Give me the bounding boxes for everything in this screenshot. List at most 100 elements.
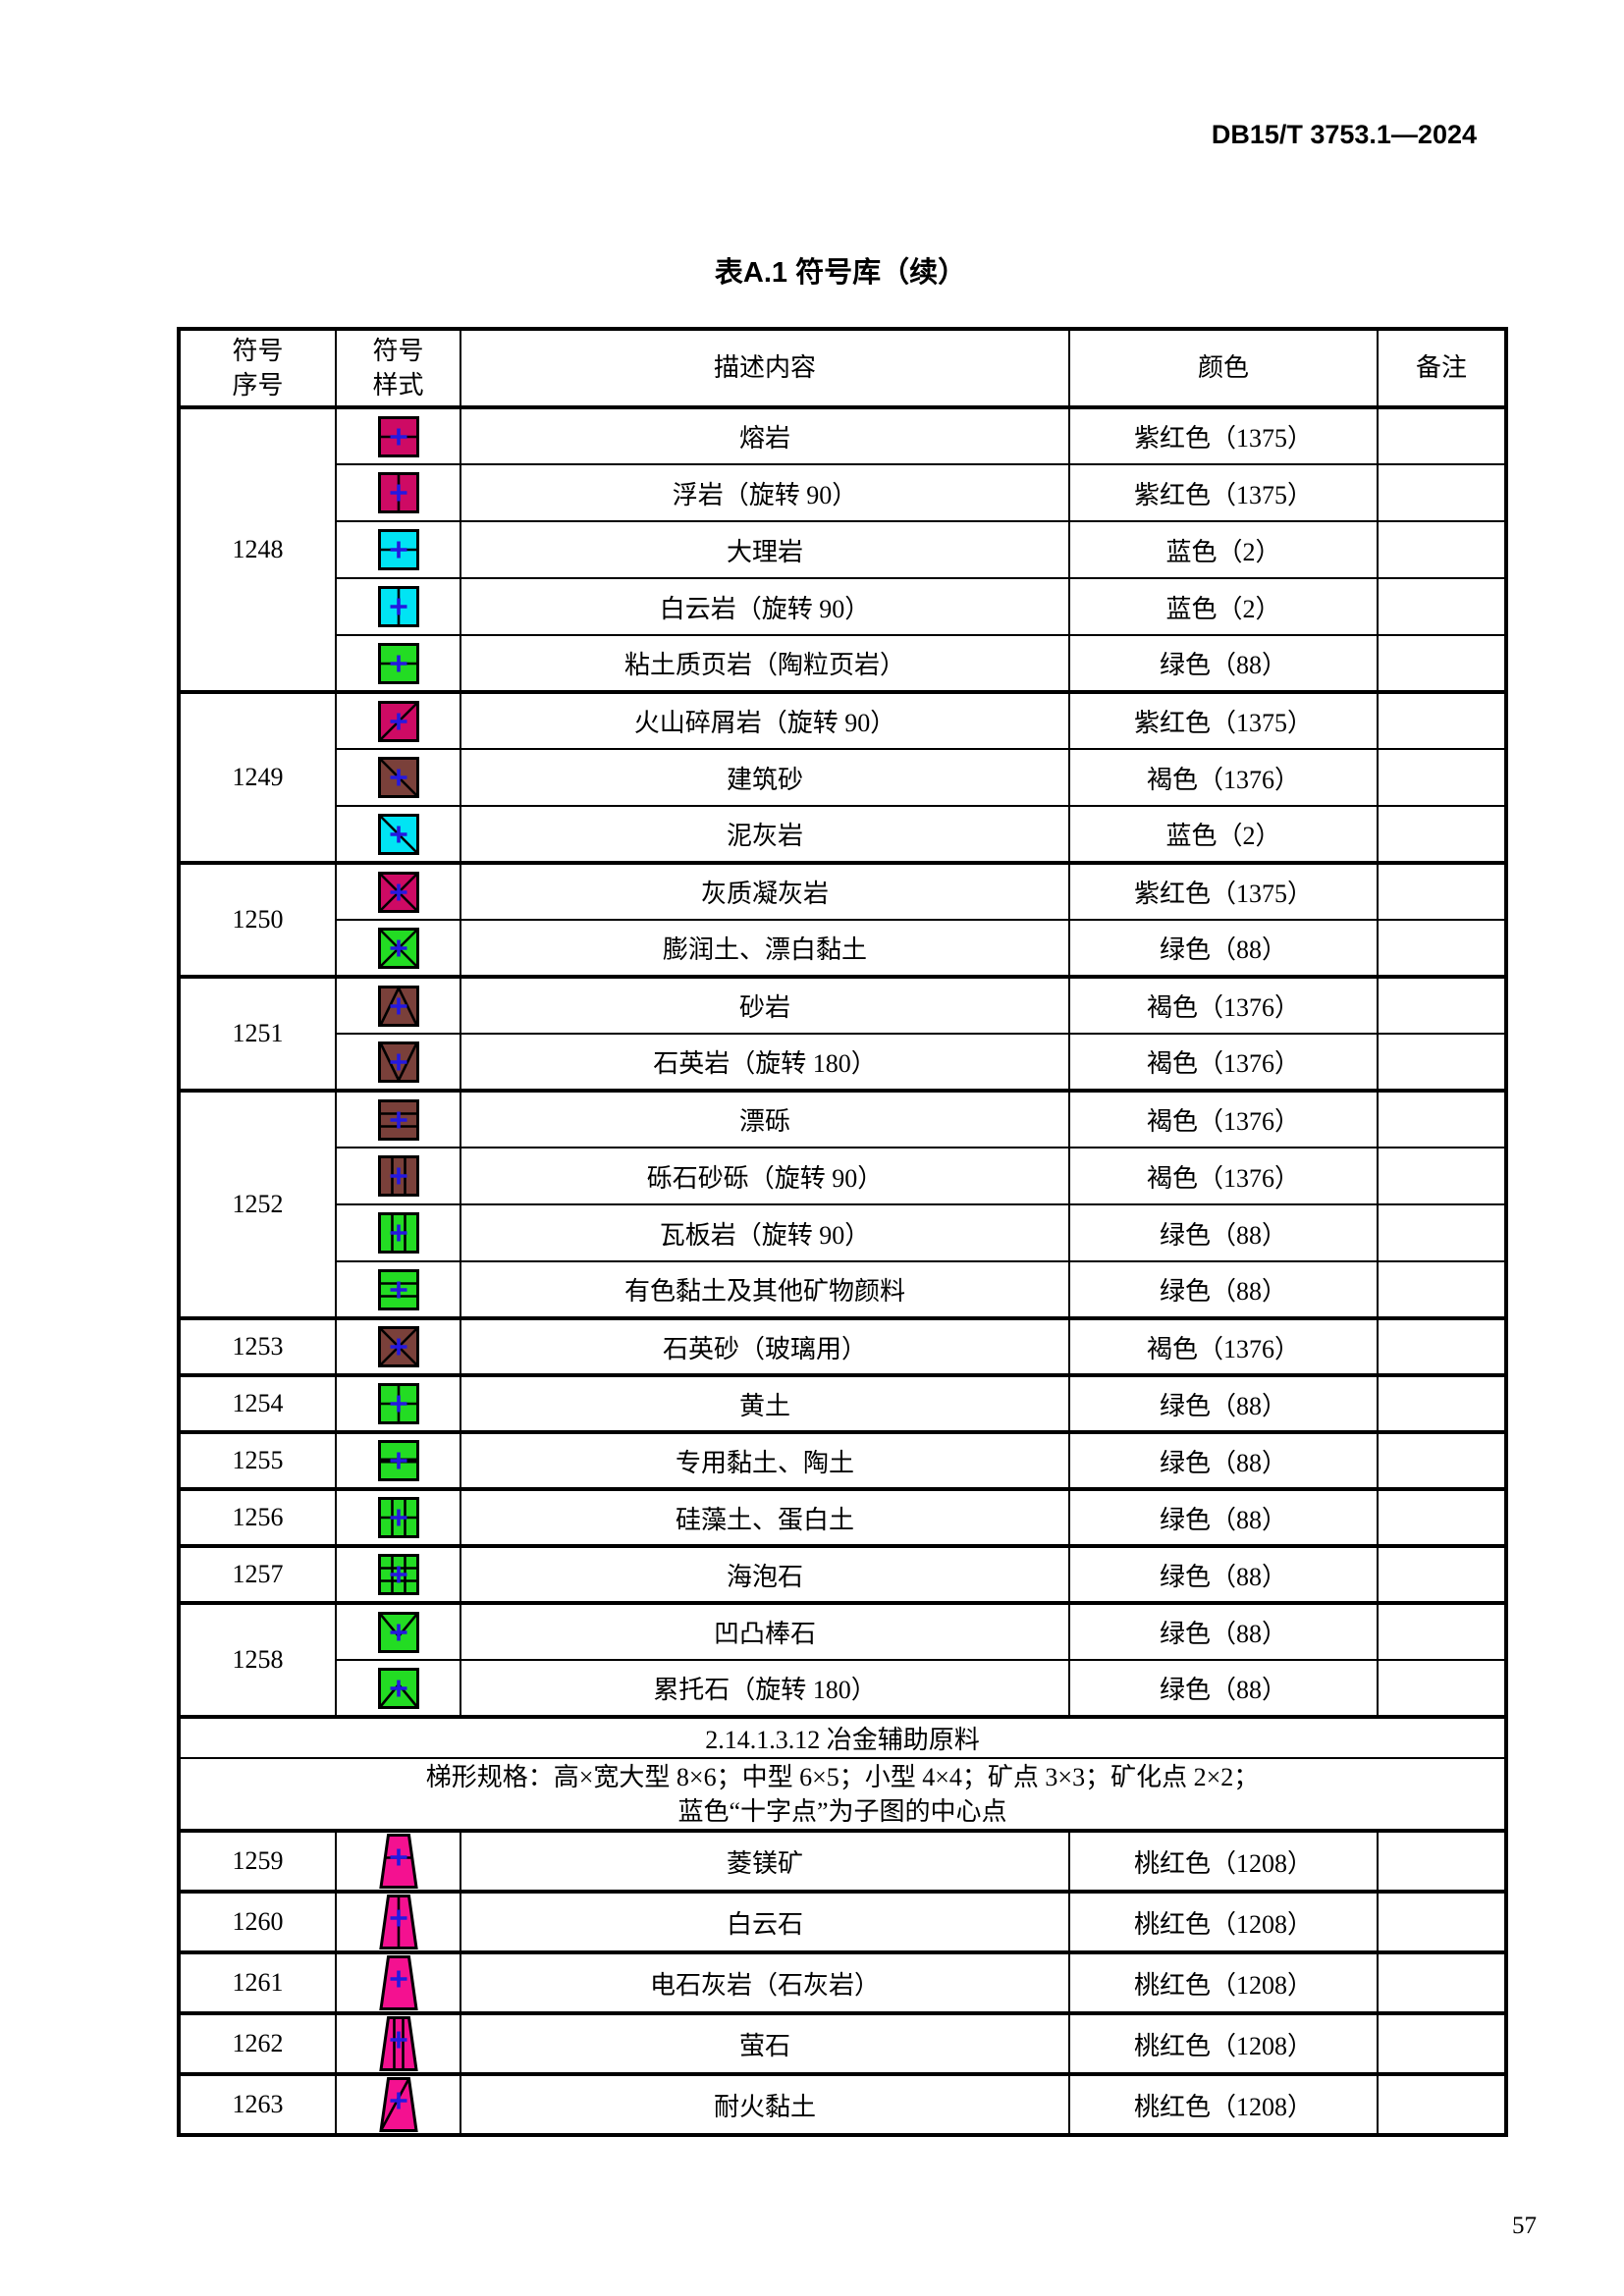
mineral-symbol-icon (377, 1611, 419, 1653)
symbol-number-cell: 1259 (178, 1829, 337, 1893)
spec-line2: 蓝色“十字点”为子图的中心点 (677, 1796, 1007, 1826)
note-cell (1377, 1147, 1507, 1205)
description-cell: 专用黏土、陶土 (460, 1430, 1070, 1490)
color-cell: 蓝色（2） (1068, 805, 1379, 864)
symbol-style-cell (335, 919, 461, 978)
mineral-symbol-icon (377, 1667, 419, 1709)
symbol-style-cell (335, 634, 461, 693)
symbol-number-cell: 1248 (178, 405, 337, 693)
table-row: 膨润土、漂白黏土 绿色（88） (179, 919, 1507, 978)
description-cell: 有色黏土及其他矿物颜料 (460, 1260, 1070, 1319)
symbol-style-cell (335, 1203, 461, 1262)
note-cell (1377, 1487, 1507, 1547)
symbol-number-cell: 1261 (178, 1950, 337, 2014)
description-cell: 累托石（旋转 180） (460, 1659, 1070, 1718)
note-cell (1377, 1890, 1507, 1953)
note-cell (1377, 805, 1507, 864)
symbol-style-cell (335, 1430, 461, 1490)
document-number: DB15/T 3753.1—2024 (1211, 120, 1477, 149)
symbol-number-cell: 1263 (178, 2072, 337, 2136)
symbol-style-cell (335, 805, 461, 864)
header-note: 备注 (1377, 328, 1507, 409)
symbol-style-cell (335, 2072, 461, 2136)
mineral-symbol-icon (377, 1041, 419, 1083)
description-cell: 菱镁矿 (460, 1829, 1070, 1893)
note-cell (1377, 1544, 1507, 1604)
note-cell (1377, 405, 1507, 465)
table-row: 1259 菱镁矿 桃红色（1208） (178, 1829, 1507, 1893)
symbol-style-cell (335, 1316, 461, 1376)
description-cell: 石英岩（旋转 180） (460, 1033, 1070, 1092)
color-cell: 桃红色（1208） (1068, 1950, 1379, 2014)
description-cell: 浮岩（旋转 90） (460, 463, 1070, 522)
symbol-style-cell (335, 1950, 461, 2014)
mineral-symbol-icon (378, 1896, 418, 1949)
mineral-symbol-icon (377, 757, 419, 798)
description-cell: 电石灰岩（石灰岩） (460, 1950, 1070, 2014)
symbol-table-body: 1248 熔岩 紫红色（1375） 浮岩（旋转 90） 紫红色（1375） 大理岩 蓝色（2… (178, 405, 1507, 2136)
color-cell: 绿色（88） (1068, 634, 1379, 693)
color-cell: 紫红色（1375） (1068, 463, 1379, 522)
symbol-style-cell (335, 577, 461, 636)
note-cell (1377, 1829, 1507, 1893)
symbol-number-cell: 1255 (178, 1430, 337, 1490)
table-row: 1262 萤石 桃红色（1208） (178, 2011, 1507, 2075)
note-cell (1377, 919, 1507, 978)
color-cell: 桃红色（1208） (1068, 1829, 1379, 1893)
spec-line1: 梯形规格：高×宽大型 8×6；中型 6×5；小型 4×4；矿点 3×3；矿化点 … (425, 1762, 1260, 1791)
mineral-symbol-icon (377, 1440, 419, 1481)
mineral-symbol-icon (378, 2017, 418, 2071)
symbol-style-cell (335, 1601, 461, 1661)
description-cell: 萤石 (460, 2011, 1070, 2075)
header-symbol-number-line1: 符号 (232, 336, 284, 365)
color-cell: 绿色（88） (1068, 1659, 1379, 1718)
color-cell: 绿色（88） (1068, 1601, 1379, 1661)
color-cell: 紫红色（1375） (1068, 405, 1379, 465)
table-row: 1253 石英砂（玻璃用） 褐色（1376） (178, 1316, 1507, 1376)
table-row: 1257 海泡石 绿色（88） (178, 1544, 1507, 1604)
table-row: 有色黏土及其他矿物颜料 绿色（88） (179, 1260, 1507, 1319)
description-cell: 砾石砂砾（旋转 90） (460, 1147, 1070, 1205)
symbol-style-cell (335, 975, 461, 1035)
table-row: 1249 火山碎屑岩（旋转 90） 紫红色（1375） (178, 690, 1507, 864)
note-cell (1377, 1203, 1507, 1262)
note-cell (1377, 463, 1507, 522)
symbol-number-cell: 1258 (178, 1601, 337, 1718)
mineral-symbol-icon (377, 985, 419, 1027)
header-description: 描述内容 (460, 328, 1070, 409)
symbol-style-cell (335, 405, 461, 465)
description-cell: 石英砂（玻璃用） (460, 1316, 1070, 1376)
note-cell (1377, 1601, 1507, 1661)
mineral-symbol-icon (377, 472, 419, 513)
symbol-style-cell (335, 463, 461, 522)
mineral-symbol-icon (377, 927, 419, 969)
table-row: 瓦板岩（旋转 90） 绿色（88） (179, 1203, 1507, 1262)
note-cell (1377, 2011, 1507, 2075)
symbol-style-cell (335, 690, 461, 750)
symbol-number-cell: 1252 (178, 1089, 337, 1319)
table-row: 大理岩 蓝色（2） (179, 520, 1507, 579)
symbol-style-cell (335, 1260, 461, 1319)
page-title: 表A.1 符号库（续） (714, 257, 967, 289)
note-cell (1377, 748, 1507, 807)
color-cell: 桃红色（1208） (1068, 2011, 1379, 2075)
symbol-number-cell: 1253 (178, 1316, 337, 1376)
note-cell (1377, 1659, 1507, 1718)
table-row: 2.14.1.3.12 冶金辅助原料 (178, 1715, 1507, 1759)
note-cell (1377, 1089, 1507, 1148)
note-cell (1377, 1373, 1507, 1433)
symbol-number-cell: 1254 (178, 1373, 337, 1433)
page-number: 57 (1512, 2213, 1537, 2239)
color-cell: 绿色（88） (1068, 1260, 1379, 1319)
table-row: 1258 凹凸棒石 绿色（88） (178, 1601, 1507, 1718)
description-cell: 灰质凝灰岩 (460, 861, 1070, 921)
table-row: 砾石砂砾（旋转 90） 褐色（1376） (179, 1147, 1507, 1205)
description-cell: 黄土 (460, 1373, 1070, 1433)
header-symbol-number-line2: 序号 (232, 371, 284, 400)
mineral-symbol-icon (377, 700, 419, 742)
description-cell: 耐火黏土 (460, 2072, 1070, 2136)
description-cell: 瓦板岩（旋转 90） (460, 1203, 1070, 1262)
header-symbol-number: 符号 序号 (178, 328, 337, 409)
mineral-symbol-icon (377, 586, 419, 627)
color-cell: 褐色（1376） (1068, 1033, 1379, 1092)
